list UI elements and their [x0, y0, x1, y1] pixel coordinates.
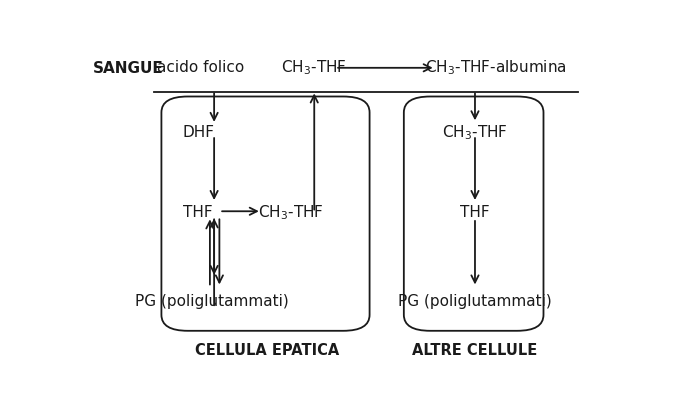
- Text: PG (poliglutammati): PG (poliglutammati): [135, 293, 288, 308]
- Text: CH$_3$-THF: CH$_3$-THF: [258, 202, 324, 221]
- Text: THF: THF: [184, 204, 213, 219]
- Text: CELLULA EPATICA: CELLULA EPATICA: [194, 343, 339, 358]
- Text: PG (poliglutammati): PG (poliglutammati): [398, 293, 552, 308]
- Text: CH$_3$-THF: CH$_3$-THF: [442, 123, 508, 142]
- Text: DHF: DHF: [182, 125, 214, 140]
- Text: acido folico: acido folico: [157, 59, 245, 74]
- Text: THF: THF: [460, 204, 490, 219]
- Text: CH$_3$-THF-albumina: CH$_3$-THF-albumina: [425, 58, 567, 76]
- Text: CH$_3$-THF: CH$_3$-THF: [282, 58, 347, 76]
- Text: ALTRE CELLULE: ALTRE CELLULE: [412, 343, 538, 358]
- Text: SANGUE: SANGUE: [93, 61, 164, 76]
